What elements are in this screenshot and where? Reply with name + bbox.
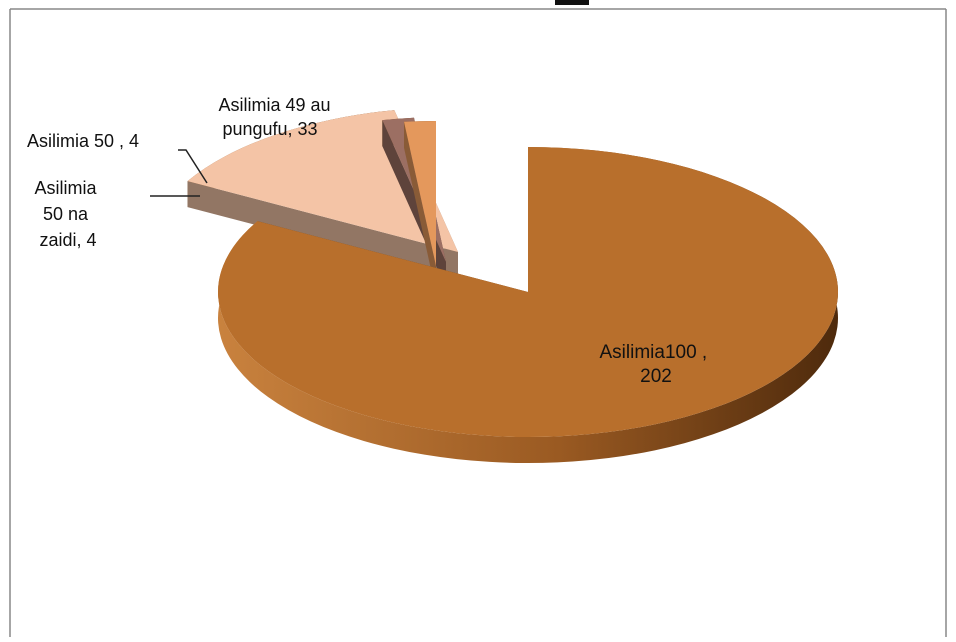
data-label-asilimia100-line1: Asilimia100 ,: [600, 342, 708, 363]
leader-line-asilimia-50: [178, 149, 208, 184]
slices-layer: [187, 110, 838, 464]
title-fragment-mark: [555, 0, 589, 5]
data-label-asilimia-49: Asilimia 49 au pungufu, 33: [218, 95, 335, 139]
data-label-asilimia-50-na-zaidi-line3: zaidi, 4: [39, 230, 96, 250]
pie-slice-top-asilimia-50-na-zaidi: [403, 121, 436, 266]
data-label-asilimia-49-line2: pungufu, 33: [222, 119, 317, 139]
pie-slice-cut-wall-asilimia-50-na-zaidi-0: [403, 121, 436, 293]
pie-slice-top-asilimia100: [218, 147, 838, 437]
data-label-asilimia-49-line1: Asilimia 49 au: [218, 95, 330, 115]
pie-slice-cut-wall-asilimia-49-au-pungufu-0: [187, 181, 458, 278]
data-label-asilimia-50-na-zaidi-line1: Asilimia: [34, 178, 97, 198]
data-label-asilimia-50-line1: Asilimia 50 , 4: [27, 131, 139, 151]
pie-slice-asilimia-50-na-zaidi: [403, 121, 436, 293]
data-label-asilimia-50: Asilimia 50 , 4: [27, 131, 139, 151]
pie-slice-asilimia100: [218, 147, 838, 464]
data-label-asilimia-50-na-zaidi-line2: 50 na: [43, 204, 89, 224]
data-label-asilimia100: Asilimia100 , 202: [600, 342, 713, 387]
data-label-asilimia100-line2: 202: [640, 366, 672, 387]
data-label-asilimia-50-na-zaidi: Asilimia 50 na zaidi, 4: [34, 178, 101, 250]
